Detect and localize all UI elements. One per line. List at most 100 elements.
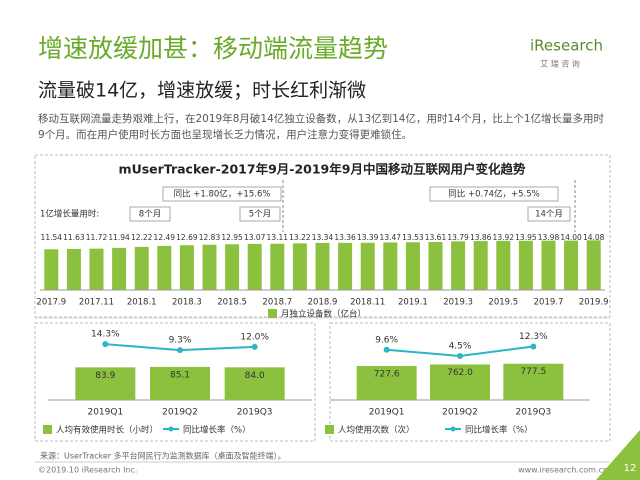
- logo: iResearch: [530, 37, 603, 55]
- x-tick-label: 2018.7: [262, 298, 292, 308]
- value-label: 13.39: [357, 233, 379, 242]
- url: www.iresearch.com.cn: [518, 466, 608, 475]
- x-tick-label: 2017.11: [79, 298, 114, 308]
- legend-label: 人均使用次数（次）: [338, 425, 415, 436]
- bar: [75, 367, 136, 400]
- value-label: 13.34: [312, 233, 334, 242]
- value-label: 12.83: [199, 233, 221, 242]
- x-tick-label: 2019Q2: [162, 408, 198, 418]
- bar: [150, 366, 210, 400]
- x-tick-label: 2019.9: [579, 298, 609, 308]
- slide-subtitle: 流量破14亿，增速放缓；时长红利渐微: [38, 80, 366, 102]
- value-label: 12.3%: [519, 332, 548, 342]
- value-label: 9.3%: [169, 336, 192, 346]
- bar: [66, 248, 81, 290]
- slide-title: 增速放缓加甚：移动端流量趋势: [38, 34, 388, 63]
- chart-frame: [34, 154, 611, 318]
- x-tick-label: 2018.1: [127, 298, 157, 308]
- x-tick-label: 2019.7: [534, 298, 564, 308]
- legend-swatch: [168, 426, 174, 432]
- value-label: 14.08: [583, 233, 605, 242]
- value-label: 84.0: [245, 371, 265, 381]
- bar: [315, 242, 330, 290]
- value-label: 13.95: [515, 233, 537, 242]
- value-label: 11.94: [108, 233, 130, 242]
- bar: [496, 240, 511, 290]
- annotation: 14个月: [535, 210, 563, 220]
- value-label: 12.49: [154, 233, 176, 242]
- corner-decoration: [596, 430, 640, 480]
- value-label: 83.9: [95, 371, 115, 381]
- value-label: 777.5: [520, 367, 546, 377]
- annotation: 8个月: [139, 210, 161, 220]
- value-label: 9.6%: [375, 335, 398, 345]
- value-label: 13.53: [402, 233, 424, 242]
- chart-frame: [34, 322, 316, 442]
- bar: [179, 245, 194, 290]
- x-tick-label: 2019Q1: [87, 408, 123, 418]
- value-label: 14.00: [560, 233, 582, 242]
- value-label: 4.5%: [449, 341, 472, 351]
- x-tick-label: 2019.1: [398, 298, 428, 308]
- bar: [541, 240, 556, 290]
- annotation-box: [527, 206, 571, 222]
- annotation: 5个月: [249, 210, 271, 220]
- x-tick-label: 2019Q1: [369, 408, 405, 418]
- annotation: 1亿增长量用时:: [40, 209, 99, 220]
- line-point: [530, 343, 537, 350]
- bar: [503, 363, 564, 400]
- body-text: 9个月。而在用户使用时长方面也呈现增长乏力情况，用户注意力变得更难锁住。: [38, 128, 412, 141]
- legend-label: 同比增长率（%）: [183, 425, 251, 436]
- bar: [564, 240, 579, 290]
- bar: [338, 242, 353, 290]
- value-label: 12.22: [131, 233, 153, 242]
- bar: [473, 241, 488, 290]
- chart-frame: [329, 322, 611, 442]
- x-tick-label: 2019Q3: [515, 408, 551, 418]
- value-label: 11.63: [63, 233, 85, 242]
- x-tick-label: 2017.9: [36, 298, 66, 308]
- bar: [360, 242, 375, 290]
- legend-swatch: [43, 425, 52, 434]
- value-label: 13.36: [334, 233, 356, 242]
- value-label: 13.98: [538, 233, 560, 242]
- value-label: 14.3%: [91, 330, 120, 340]
- bar: [518, 240, 533, 290]
- bar: [428, 241, 443, 290]
- logo-cn: 艾 瑞 咨 询: [540, 59, 580, 69]
- legend-label: 月独立设备数（亿台）: [281, 309, 366, 320]
- bar: [112, 247, 127, 290]
- bar: [586, 240, 601, 290]
- line-point: [383, 346, 390, 353]
- bar: [383, 242, 398, 290]
- value-label: 13.11: [267, 233, 289, 242]
- value-label: 12.69: [176, 233, 198, 242]
- annotation-box: [429, 186, 559, 202]
- value-label: 13.22: [289, 233, 311, 242]
- legend-label: 同比增长率（%）: [465, 425, 533, 436]
- x-tick-label: 2019.3: [443, 298, 473, 308]
- page-number: 12: [624, 463, 637, 474]
- value-label: 11.54: [41, 233, 63, 242]
- bar: [157, 245, 172, 290]
- annotation-box: [239, 206, 281, 222]
- bar: [44, 249, 59, 290]
- line-point: [251, 343, 258, 350]
- bar: [247, 243, 262, 290]
- bar: [202, 244, 217, 290]
- bar: [224, 367, 285, 400]
- legend-swatch: [268, 309, 277, 318]
- x-tick-label: 2018.9: [308, 298, 338, 308]
- value-label: 12.0%: [240, 332, 269, 342]
- value-label: 13.79: [447, 233, 469, 242]
- legend-swatch: [450, 426, 456, 432]
- value-label: 727.6: [374, 370, 400, 380]
- line-point: [177, 347, 183, 354]
- bar: [405, 242, 420, 290]
- x-tick-label: 2019.5: [488, 298, 518, 308]
- value-label: 762.0: [447, 368, 473, 378]
- line-point: [457, 352, 463, 359]
- x-tick-label: 2018.5: [217, 298, 247, 308]
- x-tick-label: 2018.11: [350, 298, 385, 308]
